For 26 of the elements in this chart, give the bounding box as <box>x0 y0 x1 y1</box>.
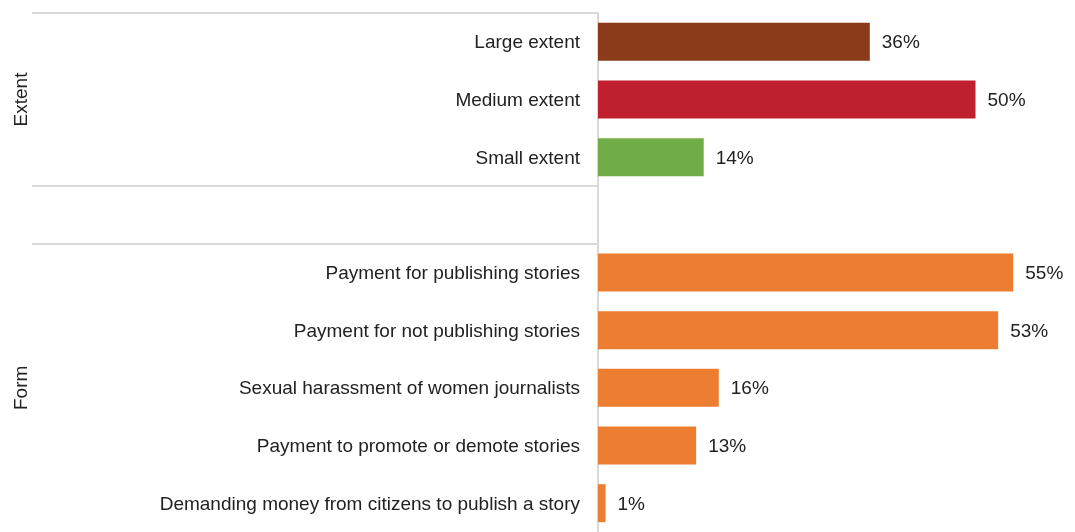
data-label: 50% <box>987 89 1026 110</box>
data-label: 36% <box>881 31 920 53</box>
bar <box>598 138 704 177</box>
y-tick-label: Small extent <box>475 146 581 168</box>
data-label: 1% <box>617 492 646 514</box>
data-label: 53% <box>1010 319 1049 341</box>
y-tick-label: Medium extent <box>455 89 581 110</box>
data-label: 13% <box>708 435 747 456</box>
data-label: 55% <box>1025 262 1064 283</box>
text: Form <box>9 365 31 410</box>
data-label: 14% <box>715 146 754 168</box>
bar <box>598 253 1014 292</box>
y-tick-label: Large extent <box>474 31 581 53</box>
bar <box>598 80 976 119</box>
y-tick-label: Sexual harassment of women journalists <box>238 377 580 399</box>
y-tick-label: Payment to promote or demote stories <box>256 435 580 456</box>
y-tick-label: Payment for not publishing stories <box>293 319 580 341</box>
bar <box>598 426 697 465</box>
bar <box>598 368 719 407</box>
bar <box>598 22 870 61</box>
bar <box>598 484 606 523</box>
data-label: 16% <box>730 377 769 399</box>
y-tick-label: Payment for publishing stories <box>325 262 580 283</box>
bar <box>598 311 999 350</box>
y-tick-label: Demanding money from citizens to publish a story <box>159 492 581 514</box>
text: Extent <box>9 71 31 127</box>
